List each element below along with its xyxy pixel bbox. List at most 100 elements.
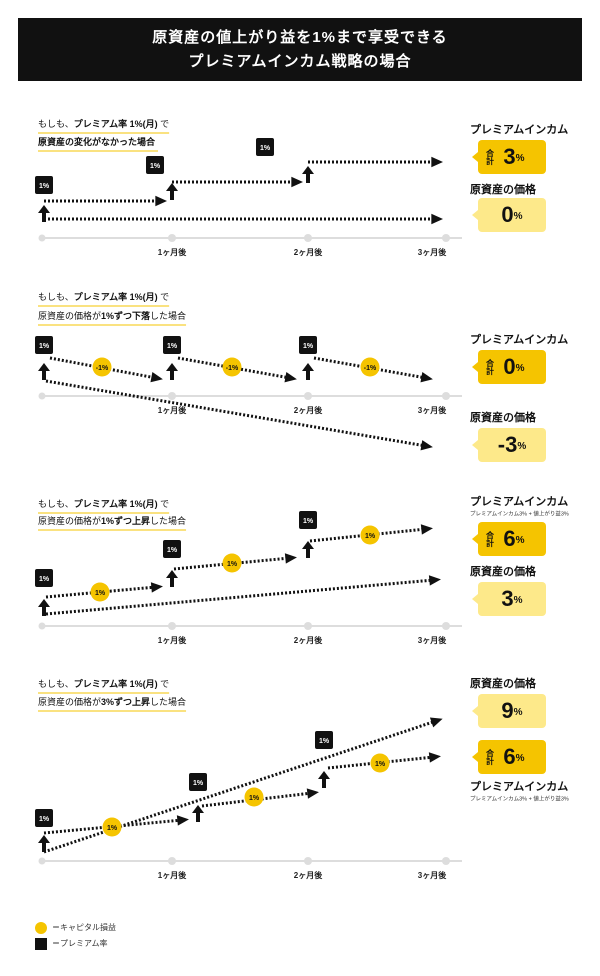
premium-badge — [299, 511, 317, 529]
result-box-notch — [472, 706, 478, 716]
arrow-head — [420, 440, 433, 451]
up-arrow-head — [38, 835, 50, 843]
premium-badge — [35, 569, 53, 587]
capital-badge — [360, 357, 380, 377]
axis-label: 3ヶ月後 — [418, 247, 447, 257]
up-arrow-shaft — [306, 173, 310, 183]
condition-text: もしも、プレミアム率 1%(月) で — [38, 498, 169, 509]
axis-dot — [304, 234, 312, 242]
capital-badge-text: 1% — [95, 590, 106, 597]
capital-badge — [244, 787, 264, 807]
box-unit: % — [516, 535, 525, 546]
result-box — [478, 350, 546, 384]
axis-label: 2ヶ月後 — [294, 870, 323, 880]
up-arrow-shaft — [42, 212, 46, 222]
result-box-notch — [472, 534, 478, 544]
arrow-head — [428, 752, 441, 763]
result-box — [478, 694, 546, 728]
box-number: 3 — [503, 144, 515, 169]
axis-dot — [442, 857, 450, 865]
box-number: 6 — [503, 526, 515, 551]
header-title: 原資産の値上がり益を1%まで享受できる — [152, 28, 447, 46]
axis-dot — [304, 857, 312, 865]
up-arrow-shaft — [170, 190, 174, 200]
arrow-head — [431, 213, 443, 225]
arrow-head — [176, 815, 189, 826]
axis-dot — [168, 392, 176, 400]
premium-badge-text: 1% — [303, 518, 314, 525]
result-box — [478, 198, 546, 232]
premium-badge — [163, 336, 181, 354]
arrow-head — [420, 372, 433, 383]
axis-dot — [442, 622, 450, 630]
up-arrow-shaft — [170, 577, 174, 587]
condition-segment: 原資産の価格が — [38, 515, 101, 526]
box-label: プレミアムインカム — [470, 779, 568, 793]
result-box — [478, 740, 546, 774]
box-label: 原資産の価格 — [470, 182, 537, 196]
dotted-arrow — [201, 791, 313, 808]
box-note: プレミアムインカム3% + 値上がり益3% — [470, 794, 569, 802]
result-box-notch — [472, 210, 478, 220]
premium-badge — [189, 773, 207, 791]
arrow-head — [291, 176, 303, 188]
premium-badge — [35, 336, 53, 354]
condition-segment: で — [158, 292, 170, 302]
arrow-head — [155, 195, 167, 207]
box-number: 0 — [503, 354, 515, 379]
up-arrow-head — [38, 599, 50, 607]
capital-badge-text: -1% — [96, 365, 109, 372]
result-box — [478, 140, 546, 174]
capital-badge — [222, 357, 242, 377]
premium-badge — [315, 731, 333, 749]
total-label: 合計 — [485, 530, 495, 548]
total-label: 合計 — [485, 748, 495, 766]
condition-segment: プレミアム率 1%(月) — [74, 291, 158, 302]
arrow-head — [150, 582, 163, 593]
result-box-notch — [472, 594, 478, 604]
axis-dot — [442, 234, 450, 242]
condition-segment: 原資産の価格が — [38, 310, 101, 321]
capital-badge — [222, 553, 242, 573]
condition-segment: もしも、 — [38, 292, 74, 302]
result-box-notch — [472, 152, 478, 162]
condition-text: もしも、プレミアム率 1%(月) で — [38, 678, 169, 689]
axis-dot — [38, 857, 46, 865]
up-arrow-head — [166, 570, 178, 578]
result-box-notch — [472, 362, 478, 372]
axis-dot — [442, 392, 450, 400]
condition-segment: 原資産の価格が — [38, 696, 101, 707]
box-label: 原資産の価格 — [470, 410, 537, 424]
total-label: 合計 — [485, 358, 495, 376]
capital-badge — [360, 525, 380, 545]
capital-badge-text: 1% — [227, 561, 238, 568]
capital-badge-text: 1% — [107, 825, 118, 832]
condition-segment: プレミアム率 1%(月) — [74, 118, 158, 129]
arrow-head — [284, 372, 297, 383]
box-label: プレミアムインカム — [470, 494, 568, 508]
box-unit: % — [516, 153, 525, 164]
box-number: 3 — [501, 586, 513, 611]
box-number: 6 — [503, 744, 515, 769]
condition-segment: 1%ずつ下落 — [101, 310, 151, 321]
box-unit: % — [514, 707, 523, 718]
condition-segment: もしも、 — [38, 119, 74, 129]
premium-badge-text: 1% — [319, 738, 330, 745]
up-arrow-head — [166, 363, 178, 371]
axis-label: 3ヶ月後 — [418, 635, 447, 645]
up-arrow-shaft — [42, 370, 46, 380]
legend-marker — [35, 938, 47, 950]
result-box-notch — [472, 440, 478, 450]
up-arrow-head — [302, 166, 314, 174]
dotted-arrow — [43, 719, 437, 854]
premium-badge-text: 1% — [167, 343, 178, 350]
up-arrow-shaft — [306, 548, 310, 558]
up-arrow-head — [302, 363, 314, 371]
axis-label: 2ヶ月後 — [294, 405, 323, 415]
premium-badge-text: 1% — [39, 816, 50, 823]
axis-dot — [168, 234, 176, 242]
premium-badge-text: 1% — [39, 576, 50, 583]
condition-segment: した場合 — [150, 515, 186, 526]
up-arrow-shaft — [42, 606, 46, 616]
axis-label: 3ヶ月後 — [418, 405, 447, 415]
